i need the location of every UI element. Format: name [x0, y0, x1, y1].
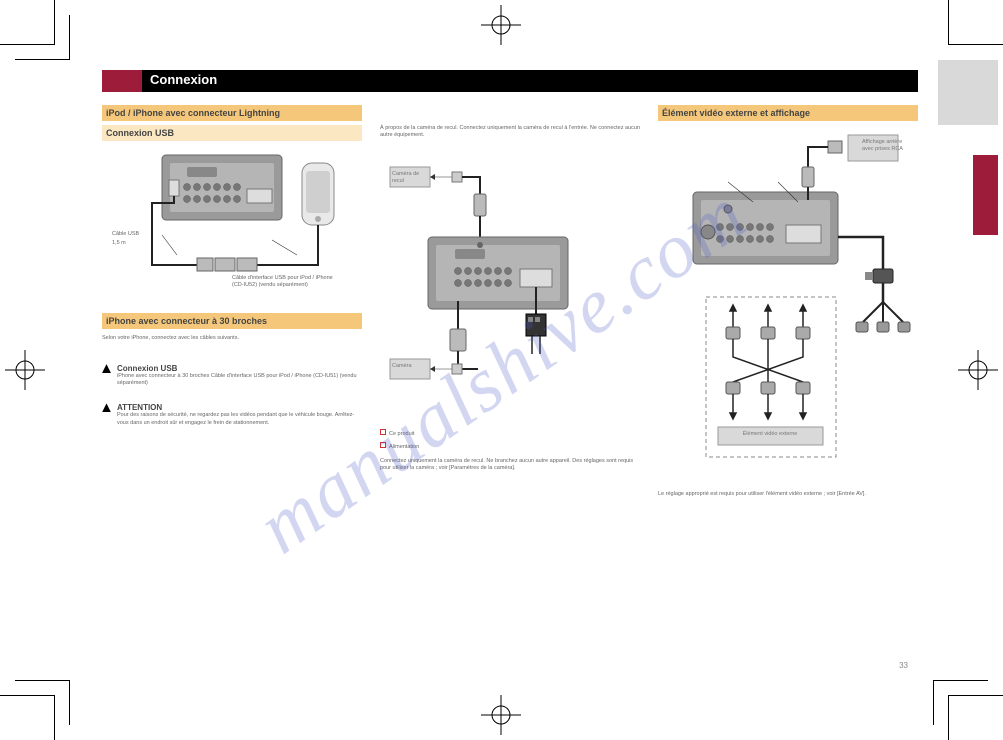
- diagram-iphone-lightning: Câble USB 1,5 m Câble d'interface USB po…: [102, 145, 362, 295]
- label-rear-display: Affichage arrière avec prises RCA: [862, 139, 908, 153]
- registration-mark-top: [481, 5, 521, 45]
- camera-note-marker1: Ce produit: [380, 429, 640, 438]
- camera-notes-body: Connectez uniquement la caméra de recul.…: [380, 458, 640, 472]
- subsection-heading-usb: Connexion USB: [102, 125, 362, 141]
- crop-mark-tl: [0, 0, 55, 45]
- registration-mark-left: [5, 350, 45, 390]
- warn1-title: Connexion USB: [117, 364, 362, 373]
- side-tab-gray: [938, 60, 998, 125]
- side-tab-red: [973, 155, 998, 235]
- section-heading-iphone-30pin: iPhone avec connecteur à 30 broches: [102, 313, 362, 329]
- registration-mark-bottom: [481, 695, 521, 735]
- header-accent: [102, 70, 142, 92]
- diagram-camera: Caméra de recul Caméra: [380, 159, 640, 419]
- crop-mark-br: [948, 695, 1003, 740]
- header-bar: [102, 70, 918, 92]
- diagram-camera-svg: [380, 159, 640, 419]
- crop-mark-bl: [0, 695, 55, 740]
- callout-cable-length: 1,5 m: [112, 240, 126, 247]
- crop-mark-tr: [948, 0, 1003, 45]
- page-number: 33: [899, 661, 908, 670]
- note-intro-30pin: Selon votre iPhone, connectez avec les c…: [102, 335, 362, 342]
- page-title: Connexion: [150, 72, 217, 87]
- callout-usb-cable: Câble USB: [112, 231, 162, 238]
- section-heading-iphone-lightning: iPod / iPhone avec connecteur Lightning: [102, 105, 362, 121]
- diagram-external-video: Affichage arrière avec prises RCA Élémen…: [658, 127, 918, 487]
- label-external-source: Élément vidéo externe: [720, 431, 820, 438]
- warn1-body: iPhone avec connecteur à 30 broches Câbl…: [117, 373, 362, 387]
- crop-mark-bl-inner: [15, 680, 70, 725]
- crop-mark-tl-inner: [15, 15, 70, 60]
- warn2-title: ATTENTION: [117, 403, 362, 412]
- page-content: Connexion iPod / iPhone avec connecteur …: [70, 55, 998, 685]
- ext-video-note: Le réglage approprié est requis pour uti…: [658, 491, 918, 498]
- camera-intro: À propos de la caméra de recul. Connecte…: [380, 125, 640, 139]
- camera-note-marker2: Alimentation: [380, 442, 640, 451]
- label-camera-bottom: Caméra: [392, 363, 428, 370]
- callout-interface-cable: Câble d'interface USB pour iPod / iPhone…: [232, 275, 342, 289]
- section-heading-external-video: Élément vidéo externe et affichage: [658, 105, 918, 121]
- column-3: Élément vidéo externe et affichage: [658, 105, 918, 685]
- warning-icon: [102, 403, 111, 412]
- warn2-body: Pour des raisons de sécurité, ne regarde…: [117, 412, 362, 426]
- crop-mark-br-inner: [933, 680, 988, 725]
- warning-icon: [102, 364, 111, 373]
- diagram-iphone-svg: [102, 145, 362, 295]
- column-2: À propos de la caméra de recul. Connecte…: [380, 105, 640, 685]
- label-camera-top: Caméra de recul: [392, 171, 428, 185]
- column-1: iPod / iPhone avec connecteur Lightning …: [102, 105, 362, 685]
